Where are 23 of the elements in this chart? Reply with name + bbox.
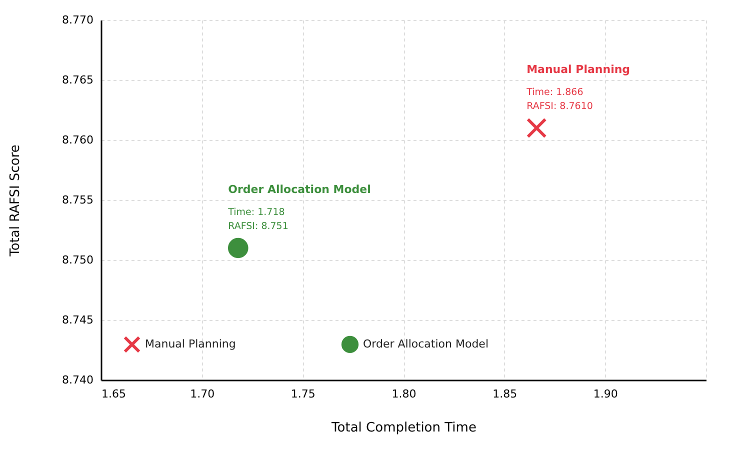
- annotation: RAFSI: 8.7610: [526, 101, 593, 112]
- x-tick-label: 1.90: [593, 388, 618, 400]
- y-tick-label: 8.750: [62, 254, 94, 266]
- annotation: RAFSI: 8.751: [228, 221, 288, 232]
- legend-label: Manual Planning: [145, 337, 236, 350]
- y-axis-title: Total RAFSI Score: [8, 144, 24, 258]
- x-axis-title: Total Completion Time: [330, 420, 476, 436]
- x-tick-label: 1.80: [392, 388, 416, 400]
- annotation: Order Allocation Model: [228, 183, 371, 196]
- x-tick-label: 1.65: [102, 388, 126, 400]
- x-tick-label: 1.85: [492, 388, 518, 400]
- annotation: Manual Planning: [526, 63, 630, 76]
- legend-label: Order Allocation Model: [363, 337, 489, 350]
- y-tick-label: 8.760: [62, 134, 94, 146]
- x-tick-label: 1.70: [190, 388, 215, 400]
- y-tick-label: 8.740: [62, 374, 94, 386]
- annotation: Time: 1.866: [526, 87, 584, 98]
- y-tick-label: 8.770: [62, 14, 94, 26]
- y-tick-label: 8.755: [62, 194, 94, 206]
- annotation: Time: 1.718: [227, 207, 285, 218]
- x-tick-label: 1.75: [290, 388, 316, 400]
- y-tick-label: 8.765: [62, 74, 94, 86]
- y-tick-label: 8.745: [62, 314, 94, 326]
